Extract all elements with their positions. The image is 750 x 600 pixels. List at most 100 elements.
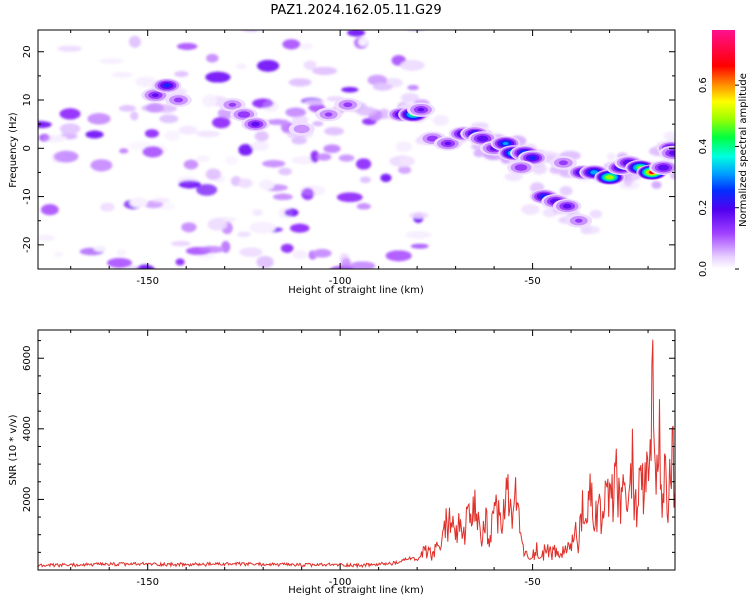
noise-mark (651, 181, 662, 189)
signal-contour (293, 124, 310, 134)
noise-mark (559, 185, 573, 196)
noise-mark (256, 256, 274, 269)
noise-mark (407, 30, 425, 32)
snr-y-axis-label: SNR (10 * v/v) (8, 414, 19, 485)
noise-mark (400, 60, 425, 71)
noise-mark (90, 159, 113, 172)
snr-x-axis-label: Height of straight line (km) (288, 585, 424, 596)
noise-mark (373, 83, 393, 91)
x-tick-label: -100 (329, 276, 352, 287)
y-tick-label: 2000 (22, 487, 33, 512)
noise-mark (178, 125, 198, 135)
noise-mark (337, 192, 363, 202)
noise-mark (54, 150, 79, 163)
noise-mark (111, 72, 133, 78)
noise-mark (183, 159, 199, 170)
noise-mark (301, 187, 315, 200)
noise-mark (205, 71, 231, 83)
noise-mark (316, 153, 332, 161)
noise-mark (398, 166, 412, 174)
noise-mark (107, 258, 132, 268)
y-tick-label: -10 (22, 188, 33, 204)
noise-mark (349, 261, 376, 269)
noise-mark (291, 156, 317, 165)
noise-mark (623, 176, 633, 187)
signal-contour (514, 164, 528, 171)
noise-mark (378, 108, 390, 120)
noise-mark (360, 176, 371, 183)
noise-mark (583, 225, 600, 235)
noise-mark (53, 251, 64, 258)
noise-mark (291, 137, 308, 145)
noise-mark (432, 115, 450, 126)
noise-mark (175, 258, 185, 266)
noise-mark (174, 71, 189, 77)
spectrogram-y-axis-label: Frequency (Hz) (8, 112, 19, 188)
noise-mark (531, 163, 547, 175)
noise-mark (304, 99, 325, 106)
noise-mark (312, 67, 337, 75)
spectrogram-x-axis-label: Height of straight line (km) (288, 285, 424, 296)
noise-mark (675, 147, 692, 153)
noise-mark (85, 130, 104, 139)
noise-mark (252, 209, 263, 217)
noise-mark (202, 94, 218, 107)
noise-mark (129, 36, 141, 48)
noise-mark (94, 245, 107, 252)
snr-series-line (38, 339, 675, 569)
noise-mark (504, 172, 523, 182)
signal-contour (562, 203, 572, 209)
noise-mark (178, 180, 201, 189)
snr-plot-area (38, 330, 675, 570)
noise-mark (38, 234, 55, 242)
signal-contour (324, 112, 333, 117)
signal-contour (444, 141, 452, 146)
noise-mark (206, 54, 219, 63)
signal-contour (657, 164, 670, 171)
noise-mark (152, 197, 170, 204)
noise-mark (312, 121, 324, 127)
colorbar-label: Normalized spectral amplitude (738, 73, 749, 227)
y-tick-label: -20 (22, 237, 33, 253)
noise-mark (164, 130, 180, 141)
spectrogram-x-ticks: -150 -100 -50 (70, 30, 649, 287)
noise-mark (380, 173, 392, 182)
noise-mark (284, 208, 299, 217)
noise-mark (196, 130, 220, 138)
noise-mark (389, 155, 415, 167)
signal-contour (174, 97, 183, 103)
noise-mark (100, 202, 115, 212)
noise-mark (367, 74, 388, 86)
signal-contour (590, 170, 598, 175)
noise-mark (290, 223, 310, 233)
noise-mark (41, 204, 59, 216)
snr-x-ticks: -150 -100 -50 (70, 330, 649, 588)
signal-contour (417, 107, 425, 112)
noise-mark (225, 155, 238, 166)
noise-mark (312, 249, 332, 258)
y-tick-label: 4000 (22, 416, 33, 441)
spectrogram-y-ticks: -20 -10 0 10 20 (22, 45, 675, 270)
noise-mark (239, 247, 263, 257)
noise-mark (254, 131, 269, 142)
noise-mark (278, 167, 292, 176)
noise-mark (116, 249, 127, 257)
noise-mark (303, 60, 317, 70)
noise-mark (310, 150, 319, 163)
signal-contour (477, 135, 489, 142)
x-tick-label: -50 (524, 276, 540, 287)
noise-mark (356, 203, 371, 210)
snr-frame (37, 329, 676, 571)
noise-mark (38, 121, 52, 128)
noise-mark (130, 111, 139, 121)
noise-mark (521, 204, 540, 215)
noise-mark (330, 265, 355, 269)
spectrogram-frame (37, 29, 676, 270)
noise-mark (195, 155, 211, 163)
noise-mark (238, 178, 253, 188)
colorbar-tick-label: 0.4 (698, 138, 709, 154)
noise-mark (170, 240, 191, 247)
signal-contour (152, 93, 159, 97)
